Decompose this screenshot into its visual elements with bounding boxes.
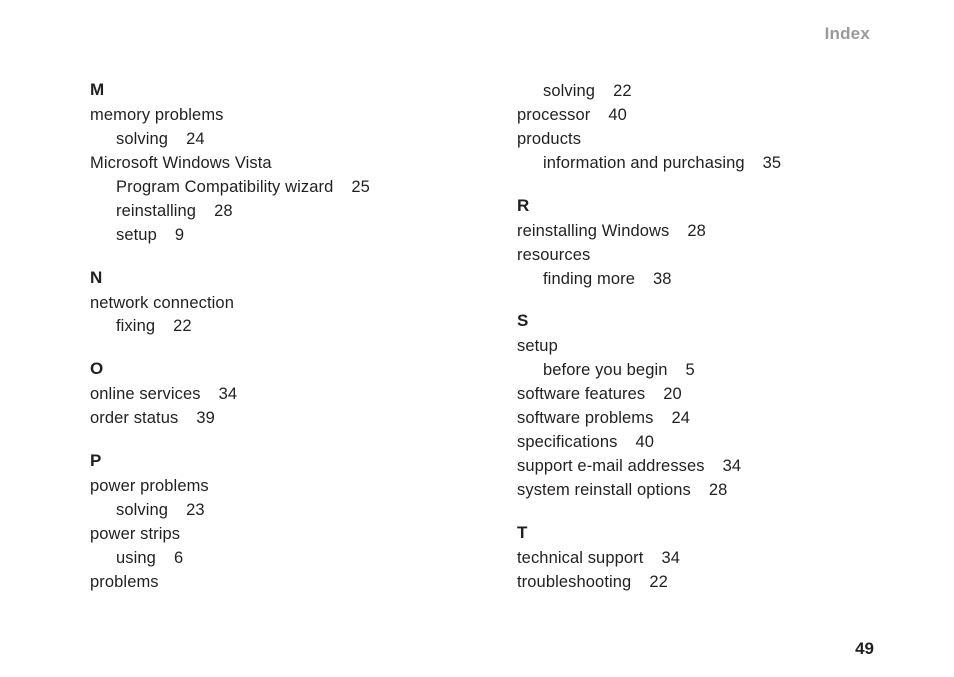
page-number: 49 [855,639,874,659]
section-letter-n: N [90,268,447,288]
left-column: M memory problems solving 24 Microsoft Wi… [90,80,447,595]
entry-page[interactable]: 40 [608,104,627,128]
entry-term[interactable]: power strips [90,525,180,543]
index-subentry: solving 23 [90,499,447,523]
entry-term[interactable]: resources [517,246,590,264]
entry-term[interactable]: products [517,130,581,148]
index-subentry: setup 9 [90,224,447,248]
entry-page[interactable]: 40 [635,431,654,455]
index-entry: power problems [90,475,447,499]
entry-page[interactable]: 9 [175,224,184,248]
index-subentry: solving 22 [517,80,874,104]
entry-term[interactable]: processor [517,106,590,124]
entry-term[interactable]: reinstalling [116,202,196,220]
entry-term[interactable]: Microsoft Windows Vista [90,154,272,172]
entry-term[interactable]: solving [543,82,595,100]
index-entry: specifications 40 [517,431,874,455]
entry-page[interactable]: 25 [351,176,370,200]
entry-page[interactable]: 5 [686,359,695,383]
entry-page[interactable]: 34 [219,383,238,407]
entry-term[interactable]: finding more [543,270,635,288]
index-subentry: reinstalling 28 [90,200,447,224]
entry-page[interactable]: 28 [214,200,233,224]
entry-term[interactable]: troubleshooting [517,573,631,591]
index-entry: software problems 24 [517,407,874,431]
page-header: Index [90,24,874,44]
entry-page[interactable]: 22 [173,315,192,339]
index-subentry: finding more 38 [517,268,874,292]
entry-term[interactable]: setup [517,337,558,355]
index-entry: network connection [90,292,447,316]
entry-term[interactable]: memory problems [90,106,224,124]
entry-page[interactable]: 22 [613,80,632,104]
entry-page[interactable]: 6 [174,547,183,571]
index-subentry: solving 24 [90,128,447,152]
entry-page[interactable]: 28 [709,479,728,503]
index-page: Index M memory problems solving 24 Micros… [0,0,954,677]
index-entry: troubleshooting 22 [517,571,874,595]
section-letter-m: M [90,80,447,100]
entry-term[interactable]: power problems [90,477,209,495]
index-subentry: Program Compatibility wizard 25 [90,176,447,200]
entry-page[interactable]: 38 [653,268,672,292]
index-entry: system reinstall options 28 [517,479,874,503]
section-letter-s: S [517,311,874,331]
section-letter-p: P [90,451,447,471]
index-entry: Microsoft Windows Vista [90,152,447,176]
index-entry: support e-mail addresses 34 [517,455,874,479]
index-entry: setup [517,335,874,359]
entry-term[interactable]: order status [90,409,178,427]
section-letter-t: T [517,523,874,543]
entry-term[interactable]: support e-mail addresses [517,457,705,475]
entry-term[interactable]: fixing [116,317,155,335]
entry-page[interactable]: 39 [196,407,215,431]
entry-term[interactable]: online services [90,385,201,403]
entry-term[interactable]: reinstalling Windows [517,222,669,240]
entry-page[interactable]: 22 [649,571,668,595]
index-entry: power strips [90,523,447,547]
right-column: solving 22 processor 40 products informati… [517,80,874,595]
entry-page[interactable]: 28 [687,220,706,244]
entry-term[interactable]: software features [517,385,645,403]
entry-term[interactable]: using [116,549,156,567]
entry-term[interactable]: Program Compatibility wizard [116,178,333,196]
index-entry: technical support 34 [517,547,874,571]
entry-term[interactable]: setup [116,226,157,244]
entry-term[interactable]: technical support [517,549,643,567]
index-entry: memory problems [90,104,447,128]
index-subentry: using 6 [90,547,447,571]
entry-term[interactable]: solving [116,501,168,519]
entry-term[interactable]: solving [116,130,168,148]
entry-page[interactable]: 23 [186,499,205,523]
entry-term[interactable]: specifications [517,433,617,451]
entry-page[interactable]: 34 [723,455,742,479]
entry-term[interactable]: information and purchasing [543,154,745,172]
entry-term[interactable]: software problems [517,409,654,427]
entry-term[interactable]: problems [90,573,159,591]
entry-term[interactable]: system reinstall options [517,481,691,499]
index-entry: products [517,128,874,152]
entry-page[interactable]: 24 [186,128,205,152]
section-letter-o: O [90,359,447,379]
entry-term[interactable]: before you begin [543,361,668,379]
index-entry: resources [517,244,874,268]
index-entry: order status 39 [90,407,447,431]
section-letter-r: R [517,196,874,216]
index-subentry: information and purchasing 35 [517,152,874,176]
index-entry: processor 40 [517,104,874,128]
index-columns: M memory problems solving 24 Microsoft Wi… [90,80,874,595]
entry-page[interactable]: 20 [663,383,682,407]
index-entry: software features 20 [517,383,874,407]
entry-page[interactable]: 34 [661,547,680,571]
entry-page[interactable]: 24 [672,407,691,431]
index-entry: reinstalling Windows 28 [517,220,874,244]
index-subentry: before you begin 5 [517,359,874,383]
entry-page[interactable]: 35 [763,152,782,176]
index-entry: problems [90,571,447,595]
index-subentry: fixing 22 [90,315,447,339]
entry-term[interactable]: network connection [90,294,234,312]
index-entry: online services 34 [90,383,447,407]
